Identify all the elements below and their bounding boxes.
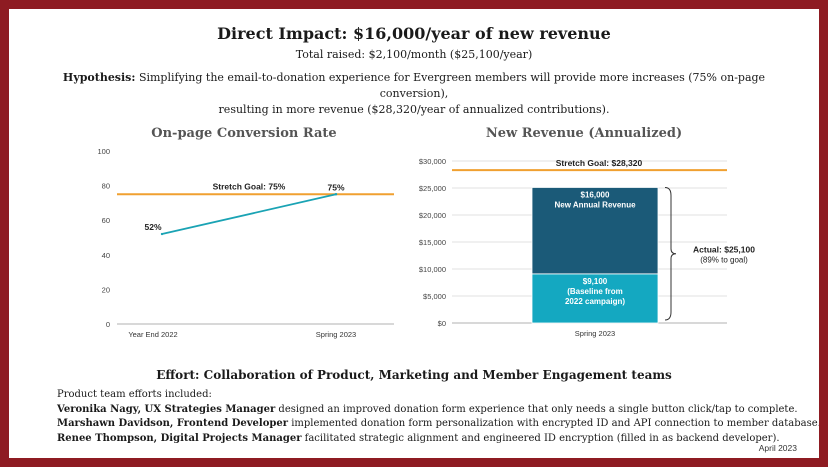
- y-tick-label: 40: [102, 251, 110, 260]
- x-tick-label: Spring 2023: [316, 330, 356, 339]
- effort-intro: Product team efforts included:: [57, 389, 212, 400]
- conversion-chart-title: On-page Conversion Rate: [151, 126, 337, 141]
- effort-item-name: Veronika Nagy, UX Strategies Manager: [57, 403, 276, 415]
- hypothesis-label: Hypothesis:: [62, 71, 136, 84]
- effort-item: Renee Thompson, Digital Projects Manager…: [57, 432, 817, 447]
- y-tick-label: 60: [102, 216, 110, 225]
- effort-item: Veronika Nagy, UX Strategies Manager des…: [57, 403, 817, 418]
- revenue-chart-title: New Revenue (Annualized): [485, 126, 683, 141]
- y-tick-label: 100: [97, 147, 110, 156]
- slide: Direct Impact: $16,000/year of new reven…: [9, 9, 819, 458]
- x-tick-label: Year End 2022: [128, 330, 177, 339]
- effort-item: Marshawn Davidson, Frontend Developer im…: [57, 417, 819, 432]
- effort-item-text: facilitated strategic alignment and engi…: [301, 432, 780, 444]
- hypothesis-text-2: resulting in more revenue ($28,320/year …: [218, 103, 610, 116]
- effort-item-text: designed an improved donation form exper…: [275, 403, 798, 415]
- effort-item-name: Marshawn Davidson, Frontend Developer: [57, 418, 289, 429]
- conversion-series-line: [161, 193, 337, 235]
- slide-subtitle: Total raised: $2,100/month ($25,100/year…: [295, 48, 533, 61]
- stretch-goal-label: Stretch Goal: 75%: [213, 181, 286, 191]
- conversion-point: [334, 193, 338, 196]
- footer-date: April 2023: [758, 443, 797, 453]
- y-tick-label: 20: [102, 285, 110, 294]
- conversion-point: [160, 232, 164, 236]
- data-label: 52%: [144, 222, 161, 232]
- data-label: 75%: [327, 182, 344, 192]
- effort-item-name: Renee Thompson, Digital Projects Manager: [57, 432, 302, 444]
- effort-list: Product team efforts included: Veronika …: [57, 388, 819, 447]
- hypothesis: Hypothesis: Simplifying the email-to-don…: [39, 70, 789, 118]
- effort-title: Effort: Collaboration of Product, Market…: [156, 368, 672, 382]
- y-tick-label: 80: [102, 182, 110, 191]
- conversion-rate-chart: 0 20 40 60 80 100 Year End 2022 Spring 2023 Str…: [97, 147, 394, 339]
- slide-title: Direct Impact: $16,000/year of new reven…: [217, 24, 611, 43]
- y-tick-label: 0: [106, 320, 110, 329]
- hypothesis-text-1: Simplifying the email-to-donation experi…: [138, 71, 766, 100]
- effort-item-text: implemented donation form personalizatio…: [288, 418, 819, 429]
